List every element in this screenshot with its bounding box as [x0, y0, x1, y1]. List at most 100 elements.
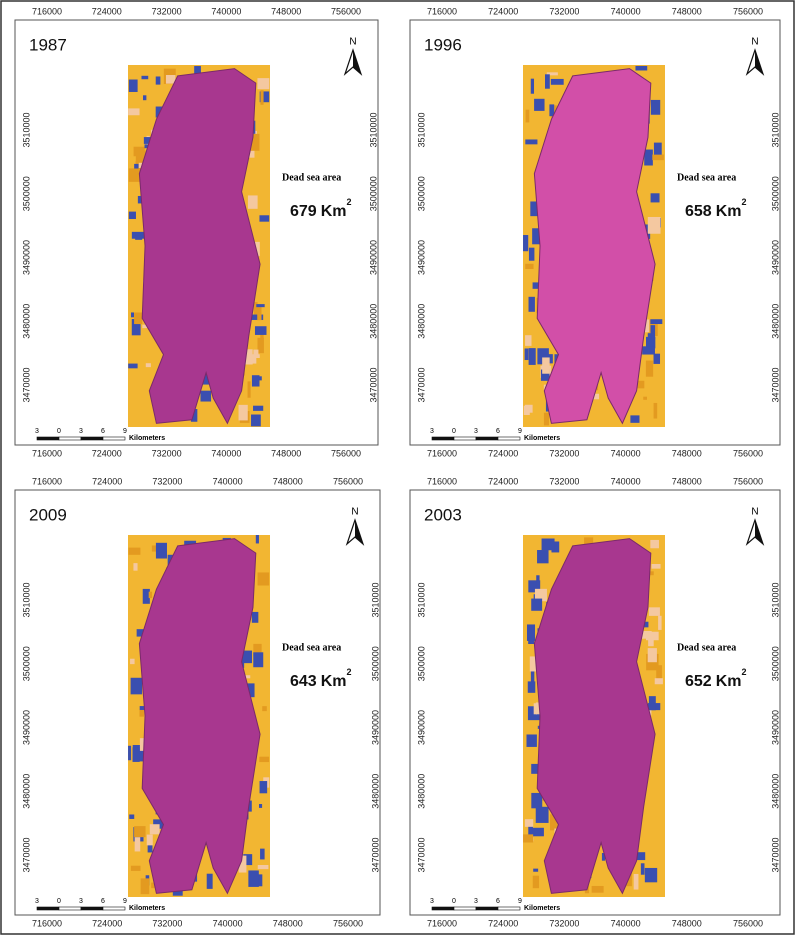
land-patch	[647, 648, 657, 663]
land-patch	[139, 709, 144, 717]
land-patch	[648, 607, 660, 616]
land-patch	[259, 756, 270, 763]
land-patch	[238, 404, 248, 421]
land-patch	[260, 90, 264, 105]
y-tick-label: 3480000	[21, 774, 31, 809]
land-patch	[253, 643, 262, 656]
y-tick-label: 3470000	[21, 837, 31, 872]
y-tick-label: 3500000	[416, 646, 426, 681]
scale-segment	[475, 436, 499, 441]
y-tick-label: 3490000	[770, 710, 780, 745]
y-tick-label: 3480000	[370, 774, 380, 809]
scale-segment	[36, 436, 60, 441]
x-tick-label: 748000	[271, 448, 301, 458]
land-patch	[642, 346, 655, 355]
map-panel: 716000 716000 724000 724000 732000 732000 7400…	[409, 476, 781, 928]
land-patch	[533, 703, 537, 715]
land-patch	[525, 139, 538, 145]
land-patch	[259, 804, 263, 808]
land-patch	[200, 390, 212, 402]
north-label: N	[351, 507, 358, 518]
land-patch	[259, 215, 270, 222]
land-patch	[128, 547, 141, 555]
y-tick-label: 3470000	[21, 367, 31, 402]
land-patch	[542, 357, 550, 374]
land-patch	[541, 538, 555, 551]
land-patch	[134, 837, 141, 852]
land-patch	[251, 314, 264, 320]
scale-segment	[80, 436, 104, 441]
land-patch	[528, 826, 533, 835]
scale-segment	[497, 906, 521, 911]
x-tick-label: 724000	[488, 476, 518, 486]
area-caption: Dead sea area	[677, 172, 736, 183]
land-patch	[630, 415, 640, 423]
land-patch	[128, 745, 132, 761]
y-tick-label: 3500000	[770, 176, 780, 211]
land-patch	[644, 867, 658, 883]
land-patch	[647, 333, 652, 339]
y-tick-label: 3480000	[416, 304, 426, 339]
land-patch	[536, 575, 540, 589]
land-patch	[134, 163, 139, 169]
land-patch	[247, 381, 251, 398]
land-patch	[128, 168, 140, 182]
x-tick-label: 748000	[672, 476, 702, 486]
land-patch	[257, 864, 269, 870]
scale-label: 3	[430, 428, 434, 435]
land-patch	[653, 353, 661, 364]
area-unit: Km	[321, 203, 347, 220]
x-tick-label: 732000	[152, 918, 182, 928]
y-tick-label: 3490000	[416, 240, 426, 275]
land-patch	[550, 814, 559, 831]
area-unit: Km	[716, 673, 742, 690]
x-tick-label: 732000	[549, 448, 579, 458]
land-patch	[650, 99, 661, 115]
land-patch	[653, 402, 658, 419]
y-tick-label: 3500000	[770, 646, 780, 681]
land-patch	[132, 747, 140, 762]
y-tick-label: 3470000	[416, 837, 426, 872]
north-label: N	[751, 507, 758, 518]
x-tick-label: 724000	[488, 6, 518, 16]
map-panel: 716000 716000 724000 724000 732000 732000 7400…	[409, 6, 781, 458]
land-patch	[134, 312, 143, 325]
y-tick-label: 3490000	[21, 240, 31, 275]
land-patch	[258, 376, 262, 381]
land-patch	[253, 405, 264, 411]
y-tick-label: 3470000	[770, 367, 780, 402]
scale-label: 3	[474, 898, 478, 905]
scale-segment	[58, 436, 82, 441]
north-arrow-half	[755, 520, 763, 544]
land-patch	[532, 228, 540, 245]
x-tick-label: 716000	[427, 476, 457, 486]
land-patch	[550, 78, 564, 85]
y-tick-label: 3480000	[21, 304, 31, 339]
land-patch	[650, 325, 656, 339]
scale-label: 6	[101, 898, 105, 905]
area-value: 643 Km2	[290, 667, 352, 690]
scale-unit: Kilometers	[524, 435, 560, 442]
lake	[138, 538, 261, 895]
x-tick-label: 756000	[331, 6, 361, 16]
north-label: N	[349, 37, 356, 48]
north-arrow-half	[353, 50, 361, 74]
land-patch	[257, 78, 270, 90]
land-patch	[644, 149, 653, 166]
x-tick-label: 740000	[611, 6, 641, 16]
land-patch	[148, 591, 153, 599]
x-tick-label: 724000	[488, 918, 518, 928]
land-patch	[140, 878, 150, 895]
land-patch	[258, 874, 263, 887]
x-tick-label: 716000	[427, 918, 457, 928]
land-patch	[645, 360, 654, 377]
land-patch	[531, 827, 544, 837]
scale-unit: Kilometers	[129, 905, 165, 912]
land-patch	[190, 408, 198, 422]
area-caption: Dead sea area	[282, 172, 341, 183]
land-patch	[640, 863, 645, 875]
land-patch	[253, 302, 258, 316]
land-patch	[531, 763, 540, 774]
land-patch	[523, 235, 529, 252]
y-tick-label: 3490000	[370, 710, 380, 745]
